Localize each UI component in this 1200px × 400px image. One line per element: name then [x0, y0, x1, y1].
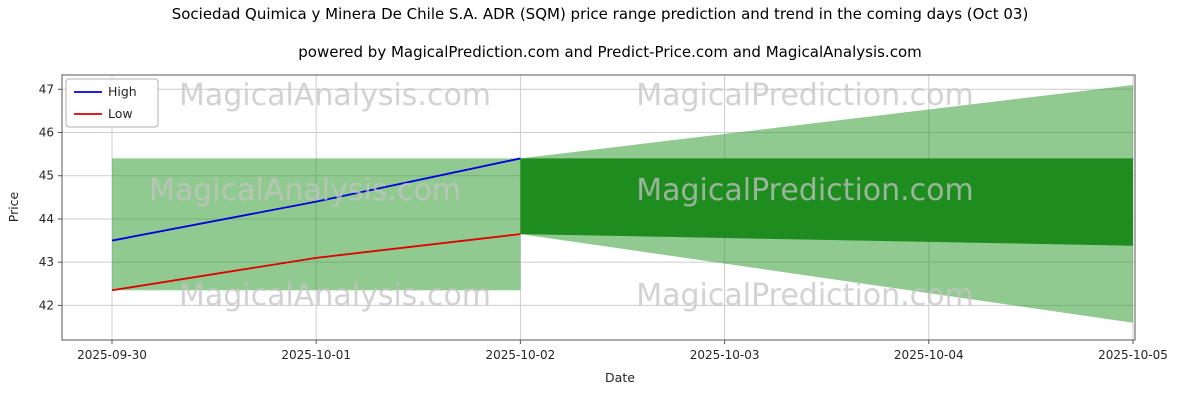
x-axis-label: Date	[605, 370, 635, 385]
watermark-text: MagicalPrediction.com	[636, 78, 974, 113]
x-tick-label: 2025-10-04	[894, 348, 964, 362]
band-history-range	[112, 158, 521, 291]
watermark-text: MagicalAnalysis.com	[149, 173, 461, 208]
y-tick-label: 46	[39, 125, 54, 139]
x-tick-label: 2025-10-05	[1098, 348, 1168, 362]
band-forecast-inner	[520, 158, 1133, 246]
y-axis-label: Price	[6, 191, 21, 222]
watermark-text: MagicalAnalysis.com	[179, 278, 491, 313]
y-tick-label: 47	[39, 82, 54, 96]
y-tick-label: 45	[39, 169, 54, 183]
y-tick-label: 44	[39, 212, 54, 226]
legend-low-label: Low	[108, 106, 133, 121]
watermark-text: MagicalPrediction.com	[636, 278, 974, 313]
x-tick-label: 2025-10-01	[281, 348, 351, 362]
series-lines	[111, 157, 521, 292]
axis-ticks: 42 43 44 45 46 47 2025-09-30 2025-10-01 2025-10-…	[39, 82, 1168, 362]
range-bands	[112, 84, 1133, 323]
watermarks: MagicalAnalysis.com MagicalPrediction.com…	[149, 78, 974, 313]
y-tick-label: 42	[39, 298, 54, 312]
watermark-text: MagicalAnalysis.com	[179, 78, 491, 113]
legend: High Low	[65, 78, 159, 128]
watermark-text: MagicalPrediction.com	[636, 173, 974, 208]
x-tick-label: 2025-10-03	[690, 348, 760, 362]
plot-border	[61, 74, 1136, 341]
y-tick-label: 43	[39, 255, 54, 269]
low-line	[111, 233, 521, 292]
chart-subtitle: powered by MagicalPrediction.com and Pre…	[298, 43, 922, 61]
chart-title: Sociedad Quimica y Minera De Chile S.A. …	[172, 5, 1029, 23]
legend-box	[65, 78, 159, 128]
x-tick-label: 2025-09-30	[77, 348, 147, 362]
legend-high-label: High	[108, 84, 137, 99]
x-tick-label: 2025-10-02	[486, 348, 556, 362]
high-line	[111, 157, 521, 242]
